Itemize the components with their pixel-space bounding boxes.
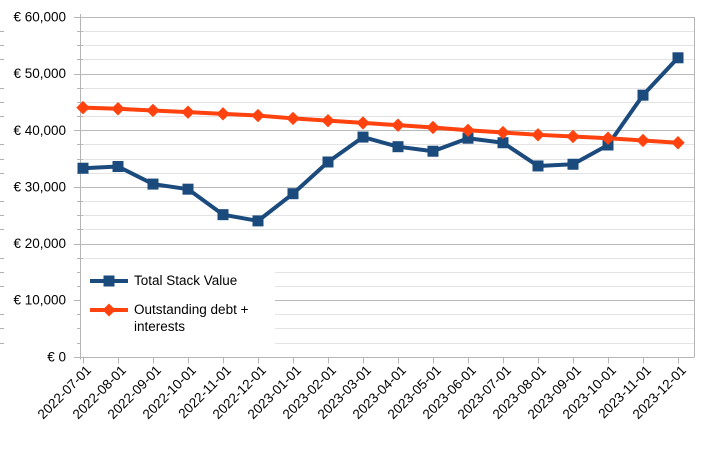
series-total-stack-value — [77, 52, 684, 227]
data-point-diamond — [76, 100, 90, 115]
data-point-square — [637, 89, 649, 101]
data-point-square — [287, 188, 299, 200]
data-point-diamond — [391, 118, 405, 132]
data-point-diamond — [146, 103, 160, 118]
data-point-diamond — [566, 129, 580, 144]
data-point-diamond — [181, 105, 195, 119]
data-point-square — [357, 131, 369, 143]
data-point-diamond — [461, 123, 475, 137]
data-point-square — [672, 52, 684, 64]
x-axis-labels: 2022-07-012022-08-012022-09-012022-10-01… — [35, 363, 689, 422]
data-point-square — [112, 161, 124, 173]
data-point-square — [497, 137, 509, 149]
data-point-diamond — [496, 125, 510, 140]
y-tick-label: € 20,000 — [13, 236, 66, 251]
legend-item-outstanding-debt: Outstanding debt + interests — [90, 301, 275, 335]
data-point-square — [322, 156, 334, 168]
gridlines — [0, 17, 694, 344]
data-series — [76, 52, 685, 227]
data-point-diamond — [531, 128, 545, 142]
y-tick-label: € 10,000 — [13, 293, 66, 308]
legend-key-diamond-icon — [90, 303, 128, 317]
data-point-square — [182, 183, 194, 195]
data-point-diamond — [636, 133, 650, 148]
data-point-square — [462, 132, 474, 144]
data-point-diamond — [321, 113, 335, 128]
legend-label-total-stack-value: Total Stack Value — [134, 273, 238, 288]
data-point-diamond — [356, 116, 370, 130]
series-line — [81, 55, 680, 223]
data-point-square — [392, 141, 404, 153]
series-outstanding-debt — [76, 100, 685, 150]
data-point-square — [427, 145, 439, 157]
data-point-diamond — [216, 107, 230, 121]
data-point-diamond — [601, 131, 615, 145]
data-point-diamond — [286, 111, 300, 126]
legend: Total Stack Value Outstanding debt + int… — [81, 262, 275, 348]
y-tick-label: € 30,000 — [13, 179, 66, 194]
data-point-square — [147, 178, 159, 190]
y-tick-label: € 60,000 — [13, 10, 66, 25]
data-point-diamond — [251, 108, 265, 123]
series-line — [81, 105, 680, 145]
y-tick-label: € 40,000 — [13, 123, 66, 138]
data-point-square — [567, 158, 579, 170]
y-axis-labels: € 0 € 10,000 € 20,000 € 30,000 € 40,000 € 50,… — [13, 10, 66, 365]
data-point-square — [532, 160, 544, 172]
legend-label-outstanding-debt: Outstanding debt + interests — [134, 302, 249, 334]
y-tick-label: € 0 — [47, 349, 66, 364]
data-point-diamond — [426, 120, 440, 135]
axes — [74, 14, 695, 364]
data-point-square — [252, 215, 264, 227]
y-tick-label: € 50,000 — [13, 66, 66, 81]
data-point-diamond — [111, 102, 125, 116]
legend-key-square-icon — [90, 275, 128, 287]
data-point-square — [217, 209, 229, 221]
data-point-diamond — [671, 136, 685, 150]
data-point-square — [77, 162, 89, 174]
legend-item-total-stack-value: Total Stack Value — [90, 272, 275, 289]
data-point-square — [602, 139, 614, 151]
